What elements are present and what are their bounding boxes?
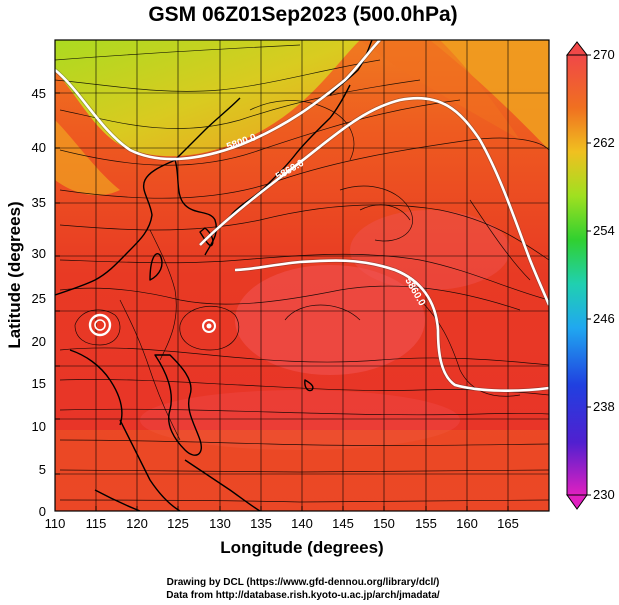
credit-data-source: Data from http://database.rish.kyoto-u.a…	[166, 590, 440, 601]
colorbar-lower-extension	[566, 494, 588, 510]
x-tick-label: 135	[250, 516, 272, 531]
x-tick-label: 130	[209, 516, 231, 531]
x-tick-label: 115	[86, 516, 107, 531]
y-tick-label: 15	[32, 376, 46, 391]
colorbar-tick-label: 270	[593, 47, 615, 62]
x-tick-label: 110	[45, 516, 66, 531]
y-tick-label: 25	[32, 291, 46, 306]
x-axis: 110 115 120 125 130 135 140 145 150 155 …	[45, 506, 519, 531]
credit-drawing: Drawing by DCL (https://www.gfd-dennou.o…	[167, 577, 440, 588]
lat-lon-grid	[55, 40, 549, 511]
y-tick-label: 0	[39, 504, 46, 519]
x-tick-label: 140	[291, 516, 313, 531]
height-contours	[55, 40, 549, 393]
y-tick-label: 20	[32, 334, 46, 349]
y-axis-label: Latitude (degrees)	[5, 201, 24, 348]
colorbar-upper-extension	[565, 41, 589, 56]
closed-contour-west	[88, 313, 112, 337]
x-tick-label: 165	[497, 516, 519, 531]
x-tick-label: 120	[126, 516, 148, 531]
contour-5860-south	[234, 259, 549, 392]
x-tick-label: 125	[167, 516, 189, 531]
colorbar-tick-label: 254	[593, 223, 615, 238]
warm-core-central	[235, 265, 425, 375]
x-tick-label: 160	[456, 516, 478, 531]
y-tick-label: 40	[32, 140, 46, 155]
warm-core-east	[350, 210, 510, 290]
map-title: GSM 06Z01Sep2023 (500.0hPa)	[148, 3, 457, 26]
colorbar-tick-label: 246	[593, 311, 615, 326]
warm-band-northeast	[430, 40, 549, 150]
contour-5800	[55, 40, 381, 161]
contour-5860-north	[199, 96, 549, 306]
colorbar: 230 238 246 254 262 270	[565, 41, 615, 510]
y-axis: 0 5 10 15 20 25 30 35 40 45	[32, 86, 60, 519]
transition-band	[360, 40, 520, 140]
colorbar-scale	[566, 54, 588, 496]
cool-air-region	[55, 40, 360, 157]
x-axis-label: Longitude (degrees)	[220, 538, 383, 557]
x-tick-label: 155	[415, 516, 437, 531]
x-tick-label: 150	[373, 516, 395, 531]
colorbar-tick-label: 238	[593, 399, 615, 414]
y-tick-label: 10	[32, 419, 46, 434]
colorbar-tick-label: 230	[593, 487, 615, 502]
y-tick-label: 45	[32, 86, 46, 101]
y-tick-label: 5	[39, 462, 46, 477]
warm-band-west	[55, 120, 120, 196]
y-tick-label: 35	[32, 195, 46, 210]
coastlines	[55, 40, 373, 511]
x-tick-label: 145	[332, 516, 354, 531]
colorbar-tick-label: 262	[593, 135, 615, 150]
plot-area: 5800.0 5860.0 5860.0	[55, 40, 549, 511]
closed-contour-central	[202, 319, 216, 333]
y-tick-label: 30	[32, 246, 46, 261]
